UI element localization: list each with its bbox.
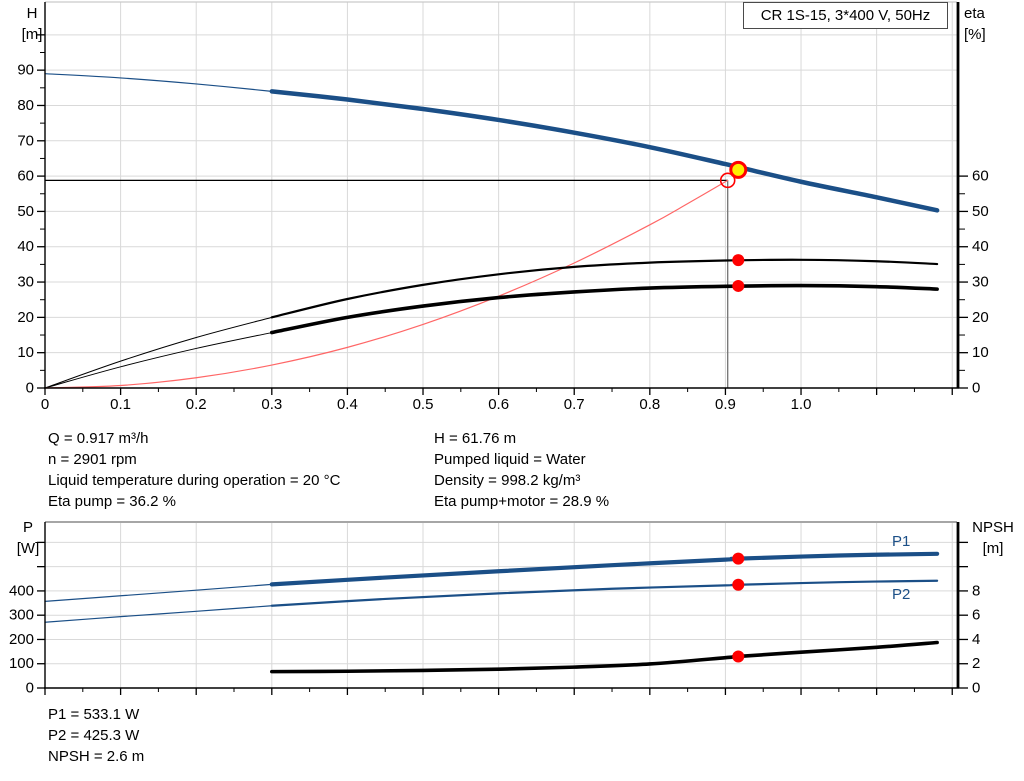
- info-line-p1: P1 = 533.1 W: [48, 706, 140, 723]
- curve-p2-low-flow-extension: [44, 605, 273, 623]
- info-line-liquid: Pumped liquid = Water: [434, 451, 586, 468]
- y-left-tick-label: 60: [17, 168, 34, 185]
- h-axis-title-unit: [m]: [21, 26, 43, 43]
- npsh-axis-title-symbol: NPSH: [972, 519, 1014, 536]
- y-left-tick-label: 90: [17, 62, 34, 79]
- info-line-p2: P2 = 425.3 W: [48, 727, 140, 744]
- eta-pump-motor-operating-point: [732, 279, 745, 292]
- duty-point-marker: [729, 160, 748, 179]
- y-left-tick-label: 50: [17, 203, 34, 220]
- y-left-tick-label: 400: [9, 582, 34, 599]
- info-line-temperature: Liquid temperature during operation = 20…: [48, 472, 341, 489]
- x-tick-label: 0.1: [110, 396, 131, 413]
- info-line-speed: n = 2901 rpm: [48, 451, 137, 468]
- x-tick-label: 0: [41, 396, 49, 413]
- eta-axis-title: eta [%]: [964, 3, 1012, 45]
- p-axis-title: P [W]: [8, 517, 48, 559]
- npsh-operating-point: [732, 650, 745, 663]
- info-line-eta-pump-motor: Eta pump+motor = 28.9 %: [434, 493, 610, 510]
- npsh-axis-title: NPSH [m]: [964, 517, 1022, 559]
- x-tick-label: 0.5: [413, 396, 434, 413]
- eta-axis-title-unit: [%]: [964, 26, 986, 43]
- x-tick-label: 1.0: [791, 396, 812, 413]
- x-tick-label: 0.8: [639, 396, 660, 413]
- curve-p2: [270, 579, 939, 607]
- p2-operating-point: [732, 578, 745, 591]
- y-right-tick-label: 8: [972, 582, 980, 599]
- y-right-tick-label: 4: [972, 631, 980, 648]
- operating-data-left-column: Q = 0.917 m³/h n = 2901 rpm Liquid tempe…: [48, 428, 340, 512]
- h-axis-title-symbol: H: [26, 5, 38, 22]
- y-right-tick-label: 60: [972, 168, 989, 185]
- x-tick-label: 0.4: [337, 396, 358, 413]
- curve-eta-pump-low-flow-extension: [44, 316, 273, 389]
- info-line-eta-pump: Eta pump = 36.2 %: [48, 493, 176, 510]
- info-line-npsh: NPSH = 2.6 m: [48, 748, 145, 765]
- requested-duty-point-marker: [719, 172, 736, 189]
- y-left-tick-label: 10: [17, 344, 34, 361]
- y-right-tick-label: 10: [972, 344, 989, 361]
- y-right-tick-label: 6: [972, 607, 980, 624]
- curve-h-q-curve-low-flow-extension: [44, 73, 273, 92]
- curve-system-curve: [44, 179, 729, 389]
- y-left-tick-label: 70: [17, 132, 34, 149]
- y-right-tick-label: 50: [972, 203, 989, 220]
- x-tick-label: 0.9: [715, 396, 736, 413]
- x-tick-label: 0.7: [564, 396, 585, 413]
- eta-axis-title-symbol: eta: [964, 5, 985, 22]
- curve-p1-low-flow-extension: [44, 583, 273, 602]
- hq-eta-chart: 0 0.1 0.2 0.3 0.4 0.5 0.6 0.7 0.8 0.9 1.0 0 10 20 30 40…: [17, 1, 989, 413]
- y-left-tick-label: 200: [9, 631, 34, 648]
- power-npsh-chart: 0 100 200 300 400 0 2 4 6 8: [9, 521, 980, 697]
- curve-h-q-curve: [269, 89, 940, 213]
- p-axis-title-symbol: P: [22, 519, 33, 536]
- curve-npsh: [270, 640, 939, 674]
- y-left-tick-label: 30: [17, 274, 34, 291]
- info-line-head: H = 61.76 m: [434, 430, 517, 447]
- p1-curve-label: P1: [892, 533, 911, 550]
- curve-eta-pump-motor-low-flow-extension: [44, 332, 273, 389]
- y-right-tick-label: 0: [972, 380, 980, 397]
- h-axis-title: H [m]: [12, 3, 52, 45]
- y-right-tick-label: 20: [972, 309, 989, 326]
- operating-data-right-column: H = 61.76 m Pumped liquid = Water Densit…: [434, 428, 609, 512]
- eta-pump-operating-point: [732, 254, 745, 267]
- p1-operating-point: [732, 552, 745, 565]
- y-right-tick-label: 2: [972, 655, 980, 672]
- y-left-tick-label: 300: [9, 607, 34, 624]
- y-left-tick-label: 0: [26, 380, 34, 397]
- curve-eta-pump-motor: [270, 283, 939, 335]
- power-npsh-data-block: P1 = 533.1 W P2 = 425.3 W NPSH = 2.6 m: [48, 704, 144, 767]
- info-line-q: Q = 0.917 m³/h: [48, 430, 149, 447]
- y-left-tick-label: 100: [9, 655, 34, 672]
- x-tick-label: 0.2: [186, 396, 207, 413]
- curve-p1: [269, 551, 940, 587]
- p2-curve-label: P2: [892, 586, 911, 603]
- y-left-tick-label: 0: [26, 680, 34, 697]
- y-left-tick-label: 40: [17, 238, 34, 255]
- curve-eta-pump: [270, 258, 939, 319]
- y-right-tick-label: 0: [972, 680, 980, 697]
- x-tick-label: 0.6: [488, 396, 509, 413]
- y-right-tick-label: 30: [972, 274, 989, 291]
- y-left-tick-label: 20: [17, 309, 34, 326]
- x-tick-label: 0.3: [261, 396, 282, 413]
- npsh-axis-title-unit: [m]: [982, 540, 1004, 557]
- info-line-density: Density = 998.2 kg/m³: [434, 472, 581, 489]
- pump-model-title: CR 1S-15, 3*400 V, 50Hz: [743, 2, 948, 29]
- y-left-tick-label: 80: [17, 97, 34, 114]
- y-right-tick-label: 40: [972, 238, 989, 255]
- p-axis-title-unit: [W]: [16, 540, 40, 557]
